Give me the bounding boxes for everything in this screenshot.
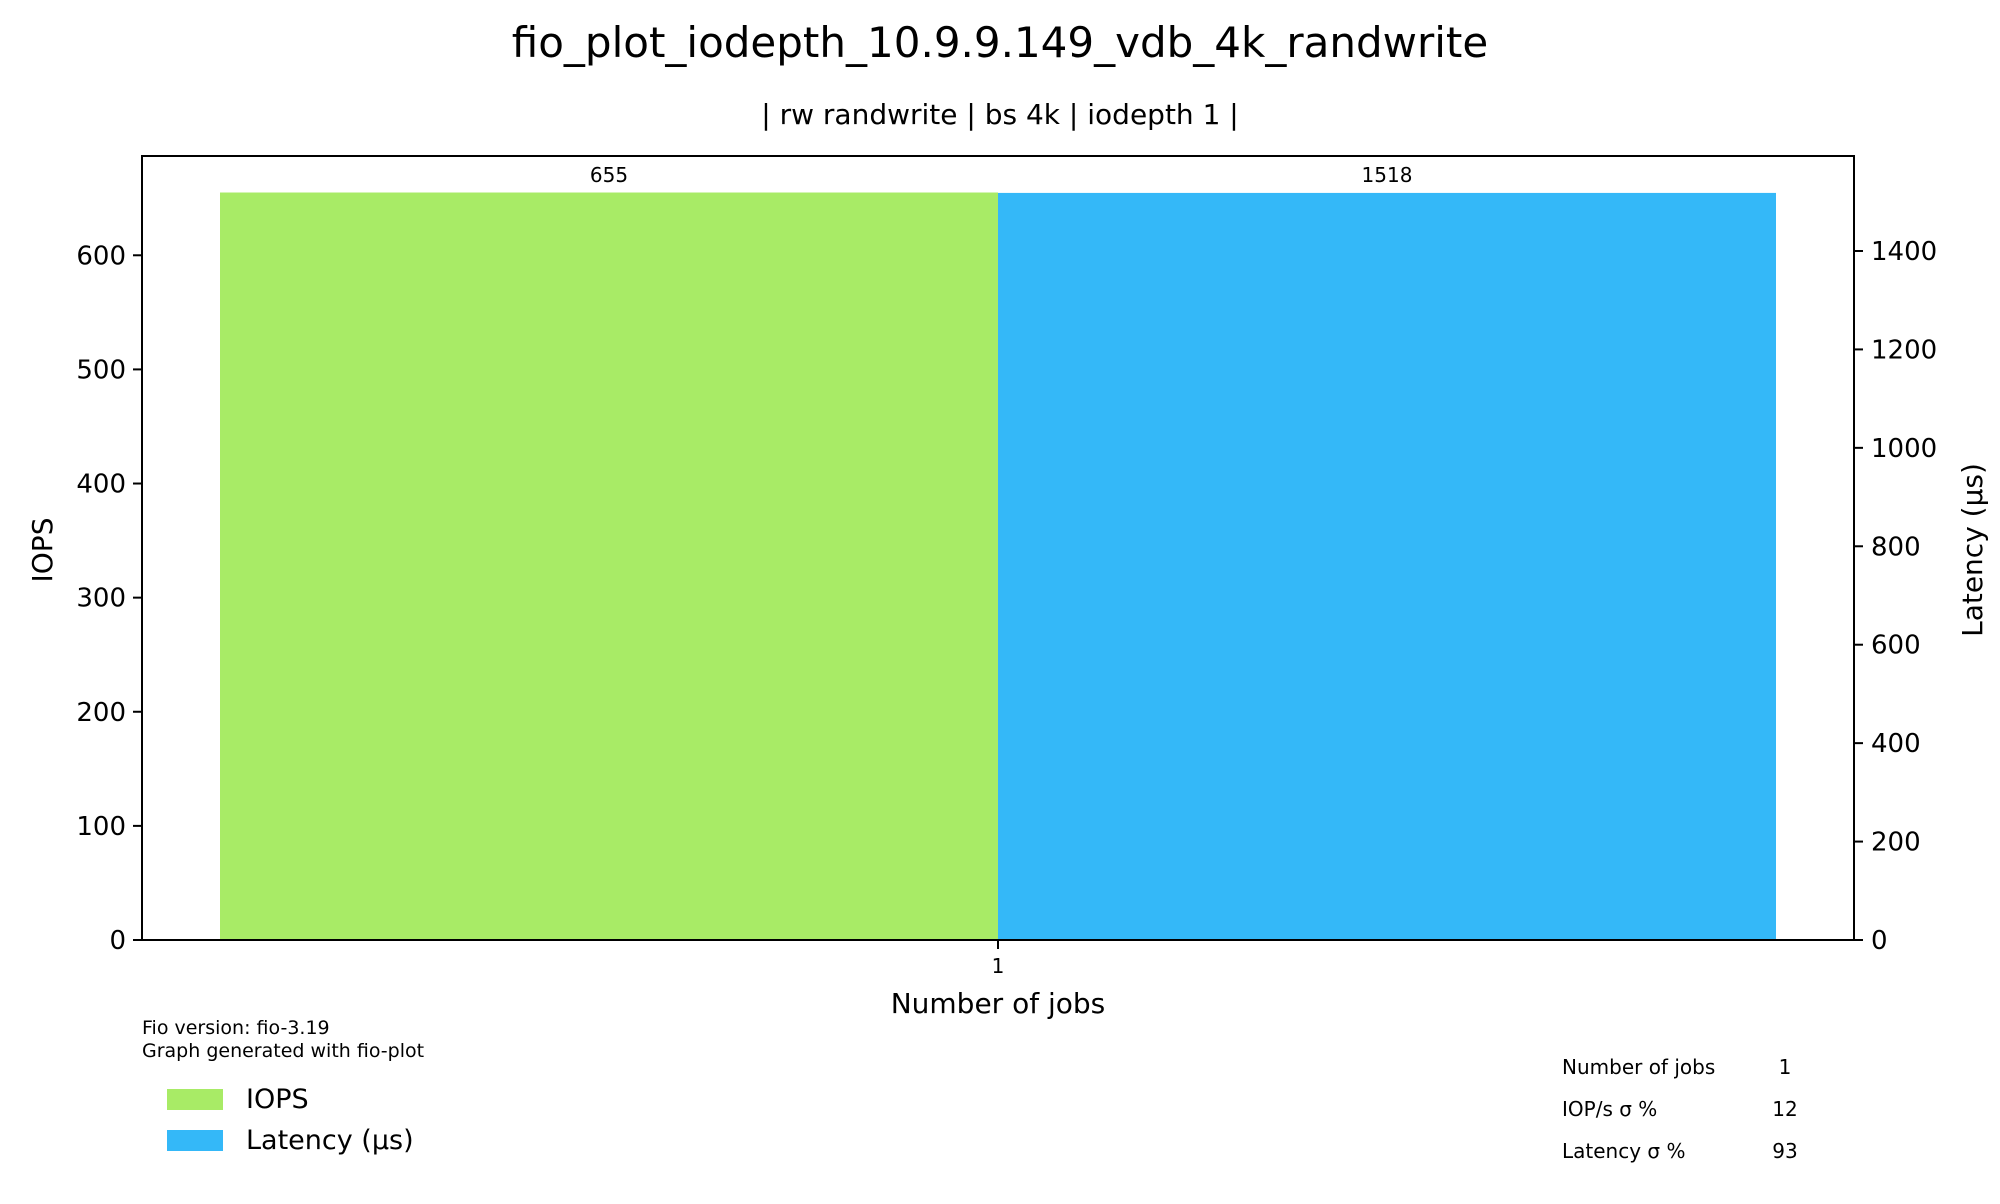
- stats-table: Number of jobs 1 IOP/s σ % 12 Latency σ % 93: [1562, 1055, 1798, 1163]
- legend-swatch-latency: [167, 1130, 223, 1151]
- bars-layer: [220, 192, 1776, 940]
- right-tick-label: 600: [1871, 631, 1921, 661]
- left-axis-ticks: 0 100 200 300 400 500 600: [76, 241, 142, 956]
- left-tick-label: 100: [76, 812, 126, 842]
- right-tick-label: 0: [1871, 926, 1888, 956]
- chart-subtitle: | rw randwrite | bs 4k | iodepth 1 |: [761, 98, 1238, 131]
- left-tick-label: 400: [76, 470, 126, 500]
- right-tick-label: 1000: [1871, 434, 1937, 464]
- right-tick-label: 800: [1871, 532, 1921, 562]
- left-tick-label: 300: [76, 584, 126, 614]
- footnote-generator: Graph generated with fio-plot: [142, 1040, 424, 1062]
- right-tick-label: 200: [1871, 828, 1921, 858]
- footnote-version: Fio version: fio-3.19: [142, 1017, 330, 1039]
- legend: IOPS Latency (µs): [167, 1084, 414, 1156]
- bar-value-label-latency: 1518: [1362, 163, 1413, 187]
- right-tick-label: 400: [1871, 729, 1921, 759]
- legend-label-latency: Latency (µs): [246, 1125, 414, 1156]
- chart-title: fio_plot_iodepth_10.9.9.149_vdb_4k_randw…: [512, 18, 1488, 67]
- stats-value: 1: [1779, 1055, 1792, 1079]
- legend-swatch-iops: [167, 1089, 223, 1110]
- bar-latency: [998, 192, 1776, 940]
- left-tick-label: 500: [76, 355, 126, 385]
- y-axis-right-label: Latency (µs): [1956, 463, 1989, 637]
- bar-value-label-iops: 655: [590, 163, 628, 187]
- x-axis-label: Number of jobs: [891, 987, 1106, 1020]
- value-labels: 655 1518: [590, 163, 1413, 187]
- right-tick-label: 1200: [1871, 335, 1937, 365]
- x-tick-label: 1: [992, 954, 1005, 978]
- left-tick-label: 0: [109, 926, 126, 956]
- left-tick-label: 600: [76, 241, 126, 271]
- stats-label: Latency σ %: [1562, 1139, 1685, 1163]
- x-axis-ticks: 1: [992, 940, 1005, 978]
- bar-iops: [220, 192, 998, 940]
- stats-label: IOP/s σ %: [1562, 1097, 1657, 1121]
- right-axis-ticks: 0 200 400 600 800 1000 1200 1400: [1854, 237, 1937, 956]
- right-tick-label: 1400: [1871, 237, 1937, 267]
- y-axis-label: IOPS: [26, 518, 59, 583]
- legend-label-iops: IOPS: [246, 1084, 309, 1115]
- stats-value: 93: [1772, 1139, 1797, 1163]
- stats-value: 12: [1772, 1097, 1797, 1121]
- stats-label: Number of jobs: [1562, 1055, 1715, 1079]
- left-tick-label: 200: [76, 698, 126, 728]
